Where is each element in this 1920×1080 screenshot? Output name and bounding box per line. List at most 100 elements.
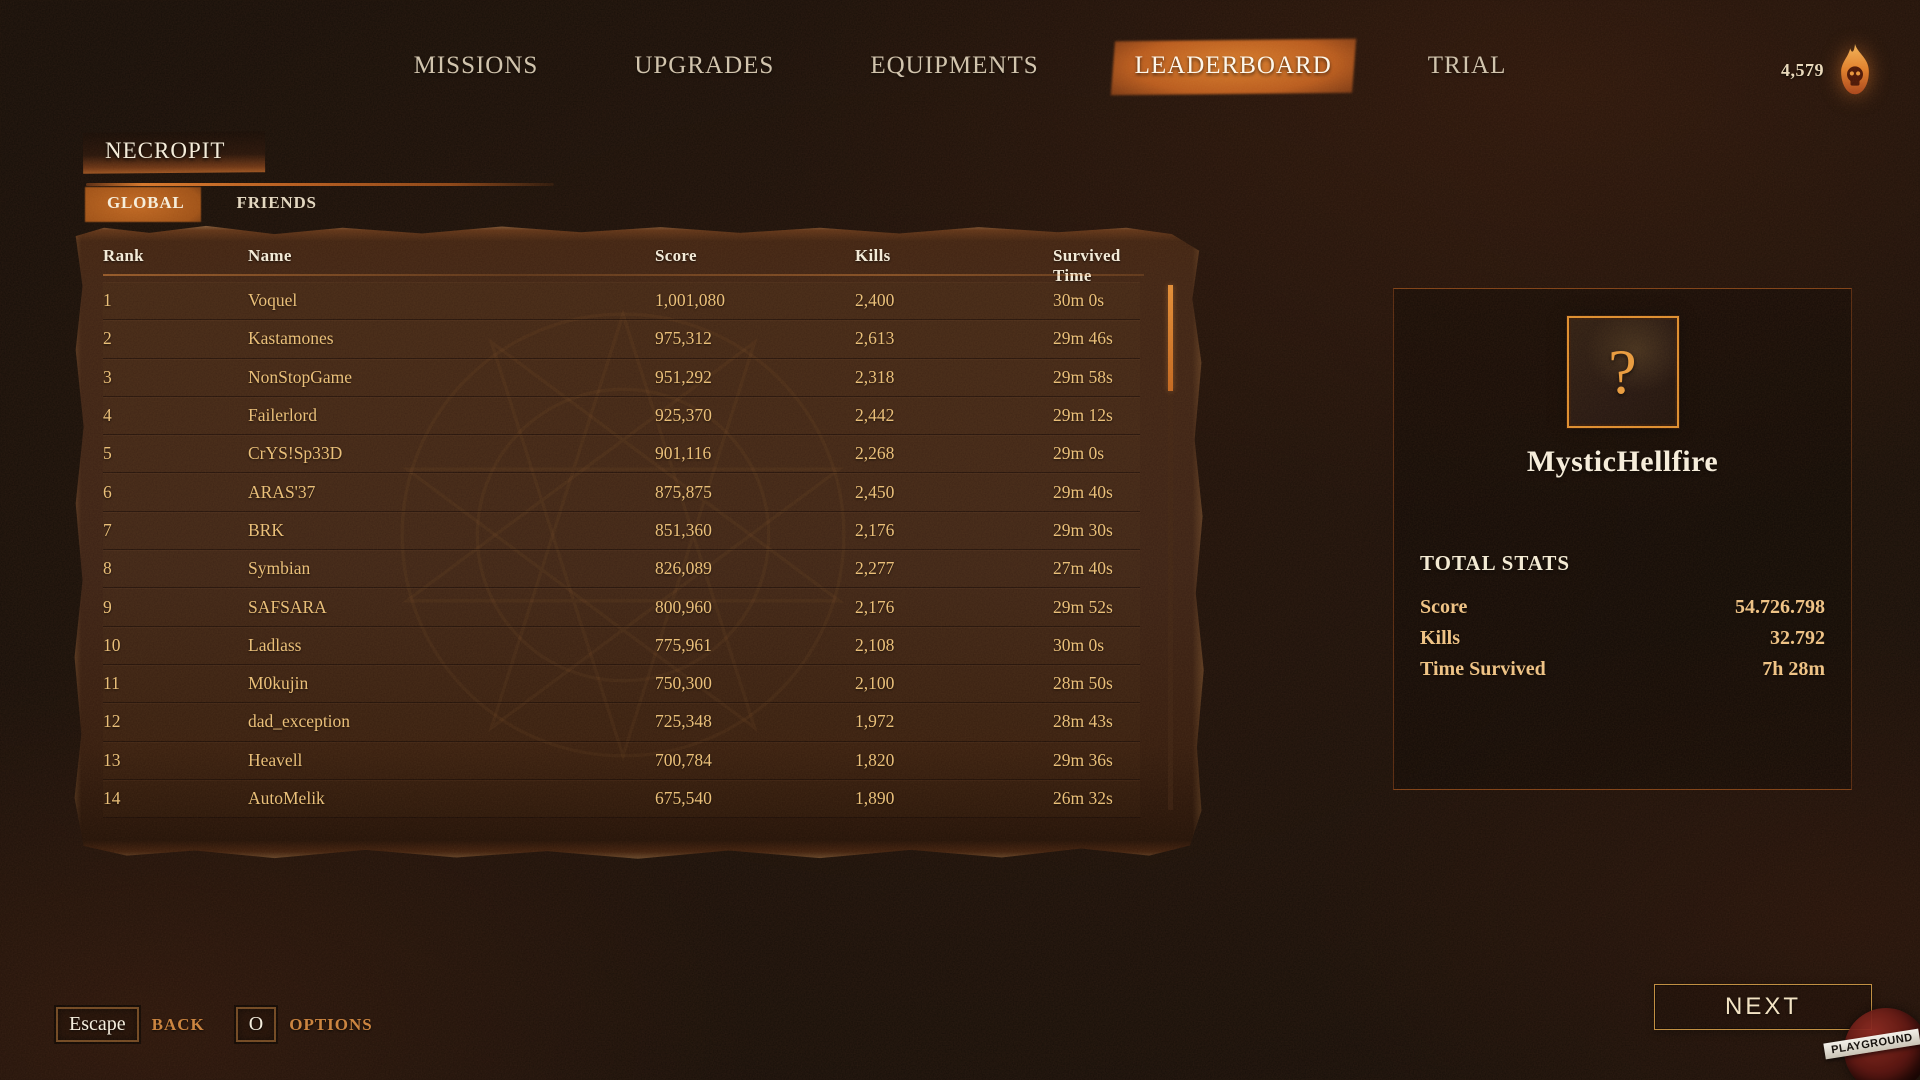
- cell-score: 901,116: [655, 443, 712, 464]
- cell-kills: 2,176: [855, 519, 895, 540]
- table-body: 1 Voquel 1,001,080 2,400 30m 0s 2 Kastam…: [103, 282, 1140, 819]
- cell-name: ARAS'37: [248, 481, 316, 502]
- cell-score: 775,961: [655, 634, 712, 655]
- cell-kills: 2,100: [855, 673, 895, 694]
- cell-kills: 2,108: [855, 634, 895, 655]
- cell-score: 725,348: [655, 711, 712, 732]
- cell-rank: 10: [103, 634, 121, 655]
- table-row: 13 Heavell 700,784 1,820 29m 36s: [103, 742, 1140, 780]
- cell-score: 1,001,080: [655, 290, 725, 311]
- total-stats-section: TOTAL STATS Score 54.726.798 Kills 32.79…: [1420, 551, 1825, 685]
- player-stats-card: ? MysticHellfire TOTAL STATS Score 54.72…: [1393, 288, 1852, 790]
- cell-name: dad_exception: [248, 711, 351, 732]
- cell-time: 30m 0s: [1053, 290, 1105, 311]
- nav-item-label: LEADERBOARD: [1134, 52, 1332, 79]
- scrollbar-track[interactable]: [1168, 285, 1173, 810]
- stat-label: Score: [1420, 596, 1468, 618]
- cell-rank: 6: [103, 481, 112, 502]
- tab-label: GLOBAL: [107, 193, 185, 212]
- column-header-score: Score: [655, 246, 697, 265]
- cell-rank: 4: [103, 405, 112, 426]
- stat-value: 7h 28m: [1762, 658, 1825, 680]
- top-navigation: MISSIONS UPGRADES EQUIPMENTS LEADERBOARD…: [0, 38, 1920, 96]
- cell-rank: 1: [103, 290, 112, 311]
- page-title-wrap: NECROPIT: [82, 131, 266, 174]
- cell-name: SAFSARA: [248, 596, 327, 617]
- cell-name: CrYS!Sp33D: [248, 443, 343, 464]
- cell-kills: 1,972: [855, 711, 895, 732]
- cell-kills: 2,613: [855, 328, 895, 349]
- cell-rank: 3: [103, 366, 112, 387]
- nav-item-trial[interactable]: TRIAL: [1428, 52, 1507, 80]
- tab-global[interactable]: GLOBAL: [85, 187, 201, 222]
- table-row: 4 Failerlord 925,370 2,442 29m 12s: [103, 397, 1140, 436]
- cell-score: 925,370: [655, 405, 712, 426]
- cell-time: 26m 32s: [1053, 788, 1113, 808]
- cell-name: Symbian: [248, 558, 311, 579]
- stat-row-kills: Kills 32.792: [1420, 623, 1825, 654]
- cell-kills: 2,268: [855, 443, 895, 464]
- stat-row-score: Score 54.726.798: [1420, 592, 1825, 623]
- cell-rank: 11: [103, 673, 120, 694]
- cell-name: M0kujin: [248, 673, 309, 694]
- stats-list: Score 54.726.798 Kills 32.792 Time Survi…: [1420, 592, 1825, 685]
- nav-item-equipments[interactable]: EQUIPMENTS: [870, 52, 1038, 80]
- title-underline: [86, 183, 554, 186]
- cell-name: Ladlass: [248, 634, 302, 655]
- cell-time: 29m 58s: [1053, 366, 1113, 387]
- next-button[interactable]: NEXT: [1654, 984, 1872, 1030]
- cell-time: 30m 0s: [1053, 634, 1105, 655]
- next-button-label: NEXT: [1724, 993, 1801, 1020]
- cell-score: 975,312: [655, 328, 712, 349]
- table-row: 10 Ladlass 775,961 2,108 30m 0s: [103, 627, 1140, 665]
- watermark-ribbon: PLAYGROUND: [1823, 1028, 1920, 1060]
- header-divider: [103, 274, 1144, 276]
- cell-time: 27m 40s: [1053, 558, 1113, 579]
- options-key-button[interactable]: O: [235, 1007, 277, 1042]
- cell-time: 29m 12s: [1053, 405, 1113, 426]
- cell-score: 675,540: [655, 788, 712, 808]
- footer-key-hints: Escape BACK O OPTIONS: [56, 1007, 391, 1042]
- scrollbar-thumb[interactable]: [1168, 285, 1173, 391]
- cell-score: 750,300: [655, 673, 712, 694]
- cell-rank: 7: [103, 519, 112, 540]
- cell-time: 29m 52s: [1053, 596, 1113, 617]
- cell-name: NonStopGame: [248, 366, 353, 387]
- nav-item-label: EQUIPMENTS: [870, 52, 1039, 79]
- stat-row-time: Time Survived 7h 28m: [1420, 654, 1825, 685]
- cell-rank: 13: [103, 749, 121, 770]
- table-row: 14 AutoMelik 675,540 1,890 26m 32s: [103, 780, 1140, 819]
- stat-value: 32.792: [1770, 627, 1825, 649]
- stat-label: Kills: [1420, 627, 1461, 649]
- table-row: 2 Kastamones 975,312 2,613 29m 46s: [103, 320, 1140, 359]
- stat-label: Time Survived: [1420, 658, 1546, 680]
- table-row: 1 Voquel 1,001,080 2,400 30m 0s: [103, 282, 1140, 321]
- cell-rank: 2: [103, 328, 112, 349]
- escape-key-button[interactable]: Escape: [56, 1007, 139, 1042]
- cell-rank: 12: [103, 711, 121, 732]
- total-stats-title: TOTAL STATS: [1420, 551, 1571, 575]
- cell-time: 29m 36s: [1053, 749, 1113, 770]
- cell-kills: 2,400: [855, 290, 895, 311]
- cell-kills: 2,318: [855, 366, 895, 387]
- cell-name: Failerlord: [248, 405, 318, 426]
- nav-item-missions[interactable]: MISSIONS: [414, 52, 539, 80]
- page-title: NECROPIT: [105, 138, 226, 163]
- cell-score: 826,089: [655, 558, 712, 579]
- cell-time: 29m 46s: [1053, 328, 1113, 349]
- column-header-time: Survived Time: [1053, 246, 1121, 285]
- stat-value: 54.726.798: [1735, 596, 1825, 618]
- nav-item-label: MISSIONS: [413, 52, 539, 79]
- nav-item-label: UPGRADES: [634, 52, 775, 79]
- nav-item-upgrades[interactable]: UPGRADES: [634, 52, 774, 80]
- tab-friends[interactable]: FRIENDS: [235, 190, 319, 216]
- cell-name: Kastamones: [248, 328, 334, 349]
- column-header-rank: Rank: [103, 246, 144, 265]
- cell-score: 700,784: [655, 749, 712, 770]
- table-row: 9 SAFSARA 800,960 2,176 29m 52s: [103, 588, 1140, 627]
- cell-name: Voquel: [248, 290, 298, 311]
- cell-kills: 2,277: [855, 558, 895, 579]
- table-row: 5 CrYS!Sp33D 901,116 2,268 29m 0s: [103, 435, 1140, 474]
- cell-rank: 8: [103, 558, 112, 579]
- nav-item-leaderboard[interactable]: LEADERBOARD: [1110, 38, 1356, 96]
